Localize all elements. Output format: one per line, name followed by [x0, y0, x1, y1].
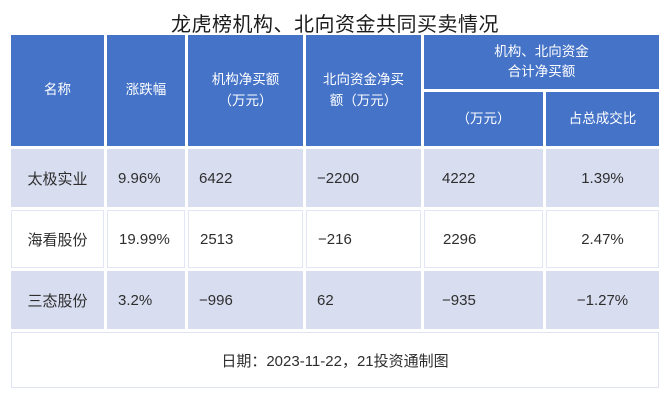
chart-title: 龙虎榜机构、北向资金共同买卖情况 [171, 14, 499, 36]
col-header-combined-group: 机构、北向资金 合计净买额 [424, 35, 659, 89]
table-body: 太极实业 9.96% 6422 −2200 4222 1.39% 海看股份 19… [11, 149, 659, 329]
cell-ratio: 2.47% [546, 210, 659, 268]
cell-change: 9.96% [107, 149, 185, 207]
col-header-combined-ratio: 占总成交比 [546, 92, 659, 146]
cell-ratio: 1.39% [546, 149, 659, 207]
cell-stock-name: 三态股份 [11, 271, 104, 329]
cell-stock-name: 海看股份 [11, 210, 104, 268]
table-row: 海看股份 19.99% 2513 −216 2296 2.47% [11, 210, 659, 268]
table-header: 名称 涨跌幅 机构净买额 （万元） 北向资金净买 额（万元） 机构、北向资金 合… [11, 35, 659, 146]
col-header-name: 名称 [11, 35, 104, 146]
cell-inst-net: −996 [188, 271, 303, 329]
cell-north-net: 62 [306, 271, 421, 329]
cell-combined: −935 [424, 271, 543, 329]
cell-north-net: −216 [306, 210, 421, 268]
stocks-table: 名称 涨跌幅 机构净买额 （万元） 北向资金净买 额（万元） 机构、北向资金 合… [8, 32, 662, 391]
cell-inst-net: 2513 [188, 210, 303, 268]
col-header-inst-net-buy: 机构净买额 （万元） [188, 35, 303, 146]
cell-stock-name: 太极实业 [11, 149, 104, 207]
col-header-combined-amount: （万元） [424, 92, 543, 146]
table-row: 太极实业 9.96% 6422 −2200 4222 1.39% [11, 149, 659, 207]
cell-combined: 2296 [424, 210, 543, 268]
cell-north-net: −2200 [306, 149, 421, 207]
cell-change: 19.99% [107, 210, 185, 268]
cell-ratio: −1.27% [546, 271, 659, 329]
cell-combined: 4222 [424, 149, 543, 207]
cell-change: 3.2% [107, 271, 185, 329]
col-header-north-net-buy: 北向资金净买 额（万元） [306, 35, 421, 146]
table-footnote: 日期：2023-11-22，21投资通制图 [11, 332, 659, 388]
table-row: 三态股份 3.2% −996 62 −935 −1.27% [11, 271, 659, 329]
cell-inst-net: 6422 [188, 149, 303, 207]
col-header-change: 涨跌幅 [107, 35, 185, 146]
